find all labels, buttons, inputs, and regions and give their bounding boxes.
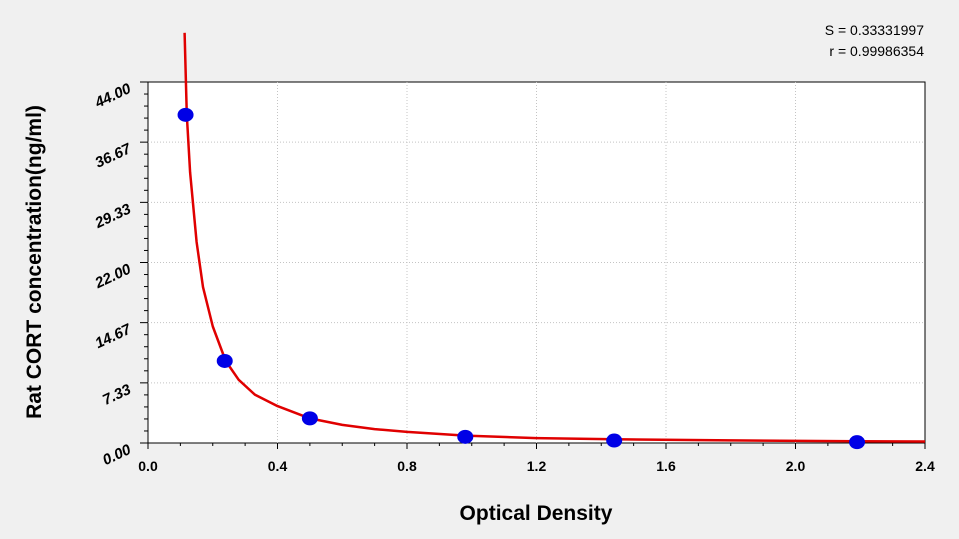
- y-tick-label: 7.33: [100, 381, 134, 409]
- data-point: [177, 107, 194, 122]
- data-point: [849, 435, 866, 450]
- y-axis-title: Rat CORT concentration(ng/ml): [23, 105, 46, 419]
- y-tick-label: 22.00: [92, 260, 135, 292]
- y-tick-label: 36.67: [92, 140, 134, 172]
- x-axis-title: Optical Density: [460, 502, 613, 525]
- grid-lines: [148, 82, 925, 443]
- x-tick-label: 2.0: [786, 458, 806, 474]
- y-tick-label: 0.00: [100, 441, 134, 469]
- fit-curve: [183, 32, 926, 443]
- data-point: [216, 353, 233, 368]
- y-axis-ticks: 0.00 7.33 14.67 22.00 29.33 36.67 44.00: [92, 80, 148, 469]
- minor-ticks: [144, 93, 894, 446]
- y-tick-label: 14.67: [92, 321, 134, 353]
- fit-curve-layer: [183, 32, 926, 443]
- x-axis-ticks: 0.0 0.4 0.8 1.2 1.6 2.0 2.4: [138, 443, 935, 474]
- x-tick-label: 1.6: [656, 458, 676, 474]
- x-tick-label: 0.8: [397, 458, 417, 474]
- x-tick-label: 0.0: [138, 458, 158, 474]
- y-tick-label: 29.33: [92, 200, 135, 232]
- stat-r: r = 0.99986354: [829, 43, 924, 59]
- data-point: [457, 429, 474, 444]
- x-tick-label: 1.2: [527, 458, 547, 474]
- stat-s: S = 0.33331997: [825, 22, 924, 38]
- x-tick-label: 2.4: [915, 458, 935, 474]
- data-point: [301, 411, 318, 426]
- x-tick-label: 0.4: [268, 458, 288, 474]
- y-tick-label: 44.00: [92, 80, 135, 112]
- data-points: [177, 107, 866, 450]
- data-point: [606, 433, 623, 448]
